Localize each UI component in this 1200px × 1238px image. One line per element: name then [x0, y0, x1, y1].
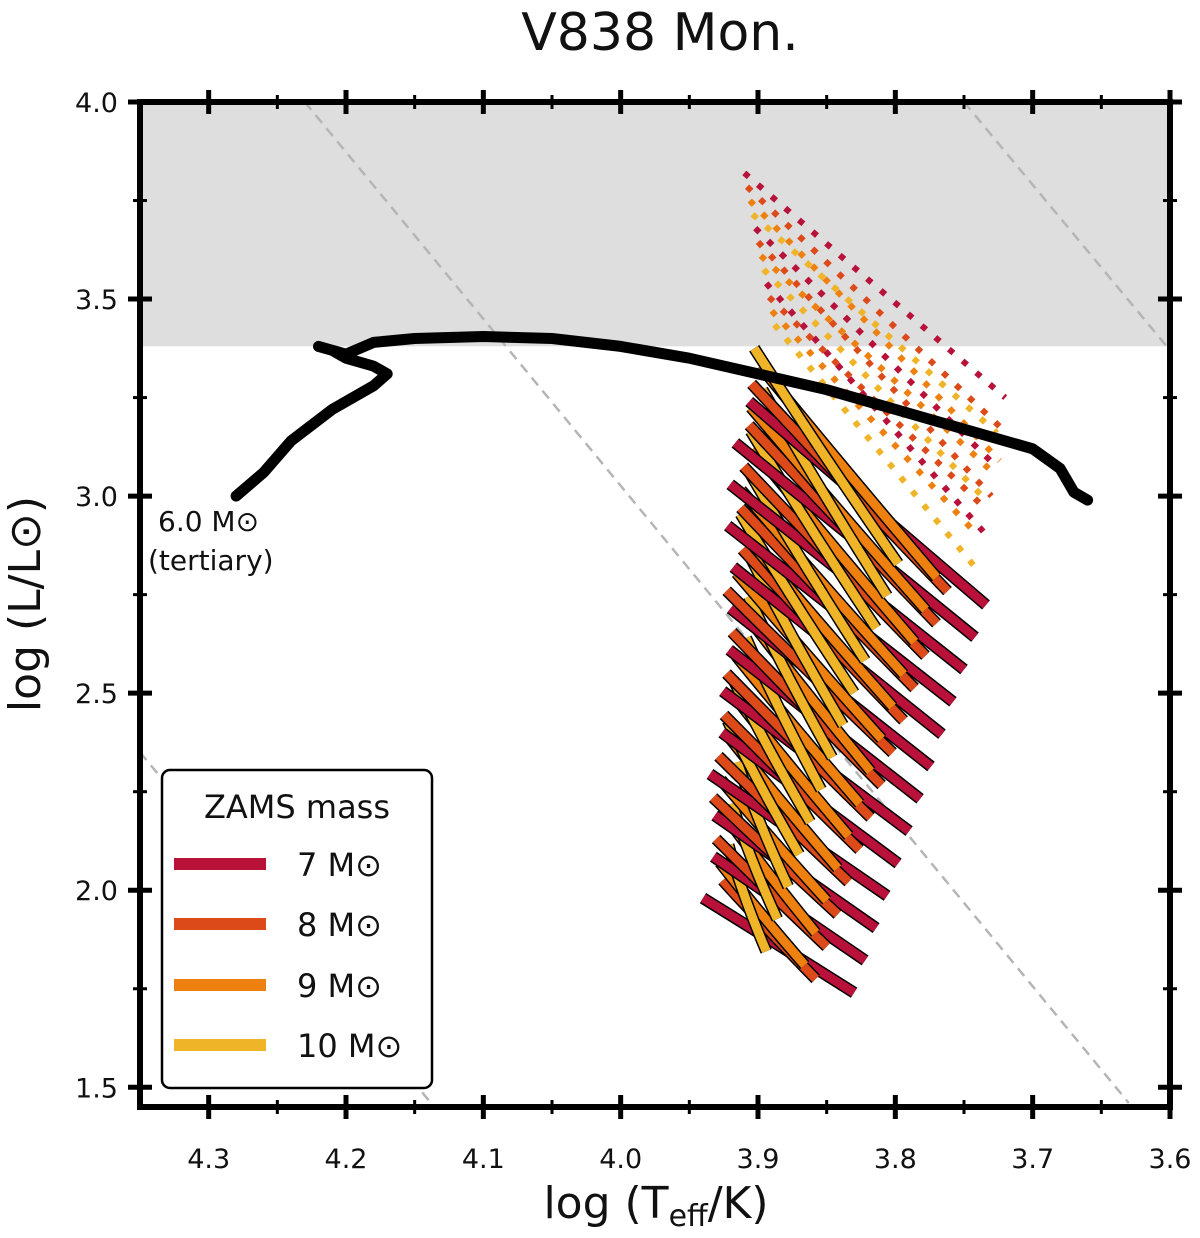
y-tick-label: 1.5	[75, 1073, 118, 1104]
legend-title: ZAMS mass	[204, 788, 390, 826]
legend-box	[160, 768, 434, 1090]
mass-track-dotted-7msun	[753, 225, 997, 467]
x-tick-label: 4.3	[187, 1144, 230, 1175]
legend-label-8msun: 8 M⊙	[297, 906, 382, 944]
x-tick-label: 3.8	[874, 1144, 917, 1175]
legend-label-9msun: 9 M⊙	[297, 967, 382, 1005]
chart-title: V838 Mon.	[521, 3, 799, 63]
x-axis-label-end: /K)	[708, 1178, 769, 1229]
x-tick-label: 3.6	[1149, 1144, 1192, 1175]
axis-ticks: 4.3 4.2 4.1 4.0 3.9 3.8 3.7 3.6 1.5 2.0 2.5 3.0 3.5 4…	[75, 88, 1191, 1175]
mass-track-dotted-10msun	[750, 212, 999, 436]
x-tick-label: 4.1	[462, 1144, 505, 1175]
x-tick-label: 3.7	[1011, 1144, 1054, 1175]
x-tick-label: 4.2	[325, 1144, 368, 1175]
y-tick-label: 2.5	[75, 679, 118, 710]
y-tick-label: 3.5	[75, 285, 118, 316]
mass-track-10msun	[736, 511, 858, 696]
y-axis-label: log (L/L⊙)	[0, 496, 51, 712]
tertiary-mass-annotation: 6.0 M⊙	[158, 505, 259, 538]
y-tick-label: 4.0	[75, 88, 118, 119]
tertiary-track-line	[230, 331, 1094, 506]
x-axis-label-sub: eff	[669, 1199, 709, 1234]
x-axis-label: log (Teff/K)	[543, 1178, 768, 1234]
tertiary-note-annotation: (tertiary)	[148, 544, 274, 577]
dashed-line-2	[963, 102, 1170, 352]
y-tick-label: 2.0	[75, 876, 118, 907]
mass-track-dotted-9msun	[747, 198, 1002, 463]
legend-label-7msun: 7 M⊙	[297, 846, 382, 884]
legend: ZAMS mass 7 M⊙ 8 M⊙ 9 M⊙ 10 M⊙	[160, 768, 434, 1090]
mass-track-dotted-8msun	[744, 184, 1005, 432]
x-tick-label: 3.9	[737, 1144, 780, 1175]
legend-label-10msun: 10 M⊙	[297, 1027, 402, 1065]
dashed-line-1	[303, 102, 1130, 1104]
shaded-luminosity-region	[140, 102, 1170, 347]
zams-mass-tracks	[699, 170, 1008, 998]
x-axis-label-main: log (T	[543, 1178, 668, 1229]
y-tick-label: 3.0	[75, 482, 118, 513]
x-tick-label: 4.0	[599, 1144, 642, 1175]
plot-frame	[137, 99, 1173, 1110]
mass-track-dotted-7msun	[742, 170, 1008, 400]
mass-track-dotted-9msun	[769, 308, 980, 538]
mass-track-10msun	[746, 428, 880, 631]
mass-track-dotted-8msun	[755, 239, 994, 499]
